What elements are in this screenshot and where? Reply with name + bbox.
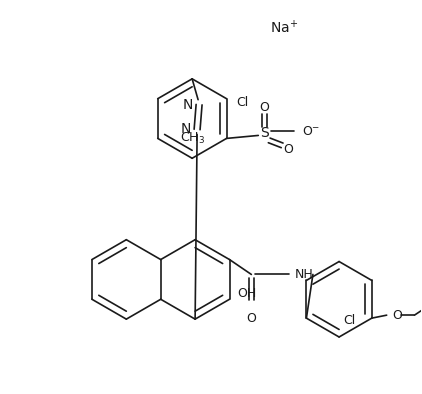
Text: O: O	[283, 143, 293, 156]
Text: Cl: Cl	[343, 314, 355, 327]
Text: S: S	[260, 126, 269, 140]
Text: NH: NH	[295, 268, 314, 281]
Text: N: N	[181, 123, 191, 136]
Text: O: O	[260, 101, 269, 114]
Text: N: N	[183, 98, 193, 112]
Text: O: O	[246, 312, 256, 325]
Text: Na$^{+}$: Na$^{+}$	[270, 19, 298, 37]
Text: OH: OH	[238, 287, 257, 300]
Text: Cl: Cl	[236, 96, 249, 109]
Text: O$^{-}$: O$^{-}$	[302, 125, 320, 138]
Text: CH$_3$: CH$_3$	[180, 131, 205, 146]
Text: O: O	[392, 309, 403, 322]
